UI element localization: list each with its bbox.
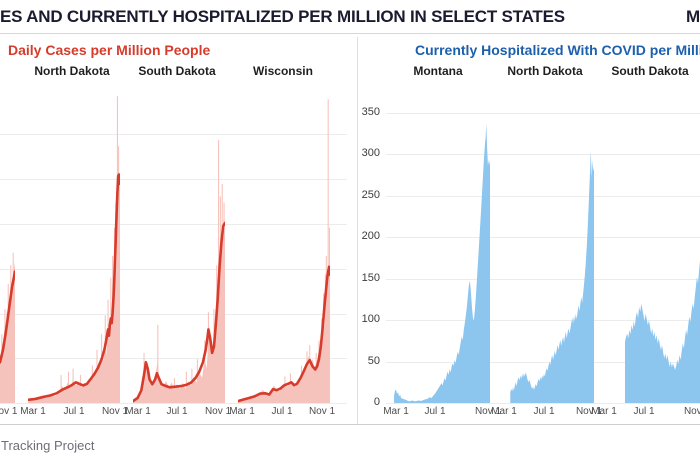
- hosp-south-dakota-x-tick: Jul 1: [633, 406, 655, 417]
- hosp-gridline: [386, 320, 700, 321]
- hosp-north-dakota-daily-area: [510, 150, 594, 403]
- cases-partial-left-x-tick: ov 1: [0, 406, 18, 417]
- cases-wisconsin-x-tick: Jul 1: [271, 406, 293, 417]
- hosp-montana-x-tick: Nov 1: [474, 406, 502, 417]
- cases-north-dakota-label: North Dakota: [34, 64, 110, 78]
- hosp-y-tick-0: 0: [373, 396, 380, 408]
- cases-south-dakota-x-tick: Nov 1: [204, 406, 232, 417]
- hosp-south-dakota-daily-area: [624, 260, 700, 403]
- hosp-y-tick-100: 100: [361, 313, 380, 325]
- cases-south-dakota-x-tick: Mar 1: [125, 406, 151, 417]
- cases-north-dakota-chart: [28, 90, 120, 403]
- hosp-north-dakota-x-tick: Jul 1: [533, 406, 555, 417]
- cases-north-dakota-x-tick: Nov 1: [101, 406, 129, 417]
- cases-south-dakota-chart: [133, 90, 225, 403]
- hosp-gridline: [386, 279, 700, 280]
- hosp-gridline: [386, 196, 700, 197]
- hosp-gridline: [386, 154, 700, 155]
- cases-wisconsin-x-tick: Mar 1: [229, 406, 255, 417]
- hosp-gridline: [386, 237, 700, 238]
- header-divider: [0, 33, 700, 34]
- hosp-south-dakota-chart: [624, 260, 700, 403]
- cases-gridline: [0, 224, 347, 225]
- source-attribution: Tracking Project: [1, 438, 95, 453]
- cases-gridline: [0, 403, 347, 404]
- hosp-montana-chart: [394, 123, 490, 403]
- hosp-y-tick-300: 300: [361, 147, 380, 159]
- cases-north-dakota-x-tick: Mar 1: [20, 406, 46, 417]
- hosp-gridline: [386, 113, 700, 114]
- hosp-north-dakota-chart: [510, 150, 594, 403]
- cases-south-dakota-x-tick: Jul 1: [166, 406, 188, 417]
- hosp-y-tick-350: 350: [361, 106, 380, 118]
- cases-gridline: [0, 269, 347, 270]
- page-title-right-clipped: M: [686, 7, 700, 26]
- cases-gridline: [0, 314, 347, 315]
- page-title: ES AND CURRENTLY HOSPITALIZED PER MILLIO…: [0, 7, 565, 26]
- cases-partial-left-chart: [0, 90, 15, 403]
- cases-north-dakota-average-line: [28, 175, 120, 400]
- cases-wisconsin-average-line: [238, 267, 330, 401]
- cases-panel-title: Daily Cases per Million People: [8, 42, 211, 58]
- hospitalized-panel-title: Currently Hospitalized With COVID per Mi…: [415, 42, 700, 58]
- cases-south-dakota-label: South Dakota: [138, 64, 216, 78]
- hosp-gridline: [386, 362, 700, 363]
- hosp-montana-label: Montana: [413, 64, 463, 78]
- hosp-north-dakota-x-tick: Mar 1: [491, 406, 517, 417]
- cases-south-dakota-average-line: [133, 223, 225, 401]
- hosp-north-dakota-x-tick: Nov 1: [575, 406, 603, 417]
- cases-north-dakota-daily-area: [28, 215, 120, 403]
- cases-wisconsin-x-tick: Nov 1: [308, 406, 336, 417]
- cases-north-dakota-x-tick: Jul 1: [63, 406, 85, 417]
- cases-wisconsin-chart: [238, 90, 330, 403]
- hosp-south-dakota-x-tick: Mar 1: [591, 406, 617, 417]
- hosp-montana-x-tick: Jul 1: [424, 406, 446, 417]
- cases-gridline: [0, 358, 347, 359]
- panel-divider: [357, 37, 358, 424]
- hosp-y-tick-200: 200: [361, 230, 380, 242]
- cases-partial-left-average-line: [0, 272, 15, 363]
- hosp-y-tick-150: 150: [361, 272, 380, 284]
- hosp-gridline: [386, 403, 700, 404]
- hosp-montana-daily-area: [394, 123, 490, 403]
- hosp-montana-x-tick: Mar 1: [383, 406, 409, 417]
- cases-wisconsin-label: Wisconsin: [253, 64, 313, 78]
- cases-south-dakota-daily-area: [133, 218, 225, 403]
- cases-gridline: [0, 179, 347, 180]
- hosp-south-dakota-label: South Dakota: [611, 64, 689, 78]
- cases-gridline: [0, 134, 347, 135]
- cases-wisconsin-daily-area: [238, 265, 330, 403]
- hosp-north-dakota-label: North Dakota: [507, 64, 583, 78]
- hosp-y-tick-250: 250: [361, 189, 380, 201]
- footer-divider: [0, 424, 700, 425]
- hosp-south-dakota-x-tick: Nov 1: [683, 406, 700, 417]
- hosp-y-tick-50: 50: [367, 355, 380, 367]
